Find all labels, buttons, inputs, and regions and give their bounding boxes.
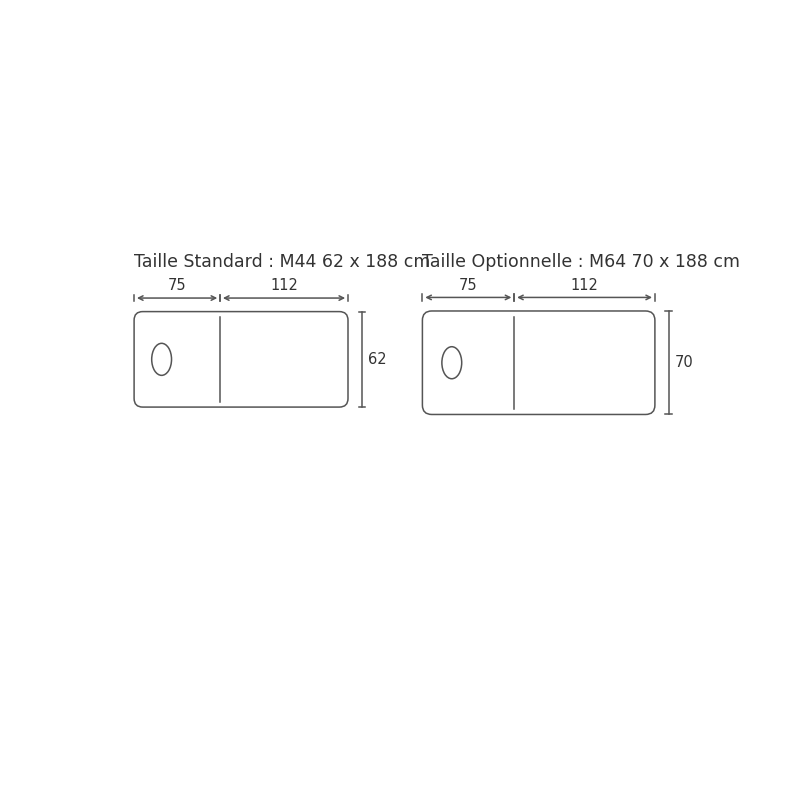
Text: 75: 75 [168, 278, 186, 293]
Text: Taille Standard : M44 62 x 188 cm: Taille Standard : M44 62 x 188 cm [134, 254, 430, 271]
Text: 75: 75 [459, 278, 478, 293]
Text: 112: 112 [270, 278, 298, 293]
Text: 112: 112 [570, 278, 598, 293]
Text: Taille Optionnelle : M64 70 x 188 cm: Taille Optionnelle : M64 70 x 188 cm [422, 254, 741, 271]
Text: 62: 62 [368, 352, 386, 367]
Text: 70: 70 [674, 355, 694, 370]
